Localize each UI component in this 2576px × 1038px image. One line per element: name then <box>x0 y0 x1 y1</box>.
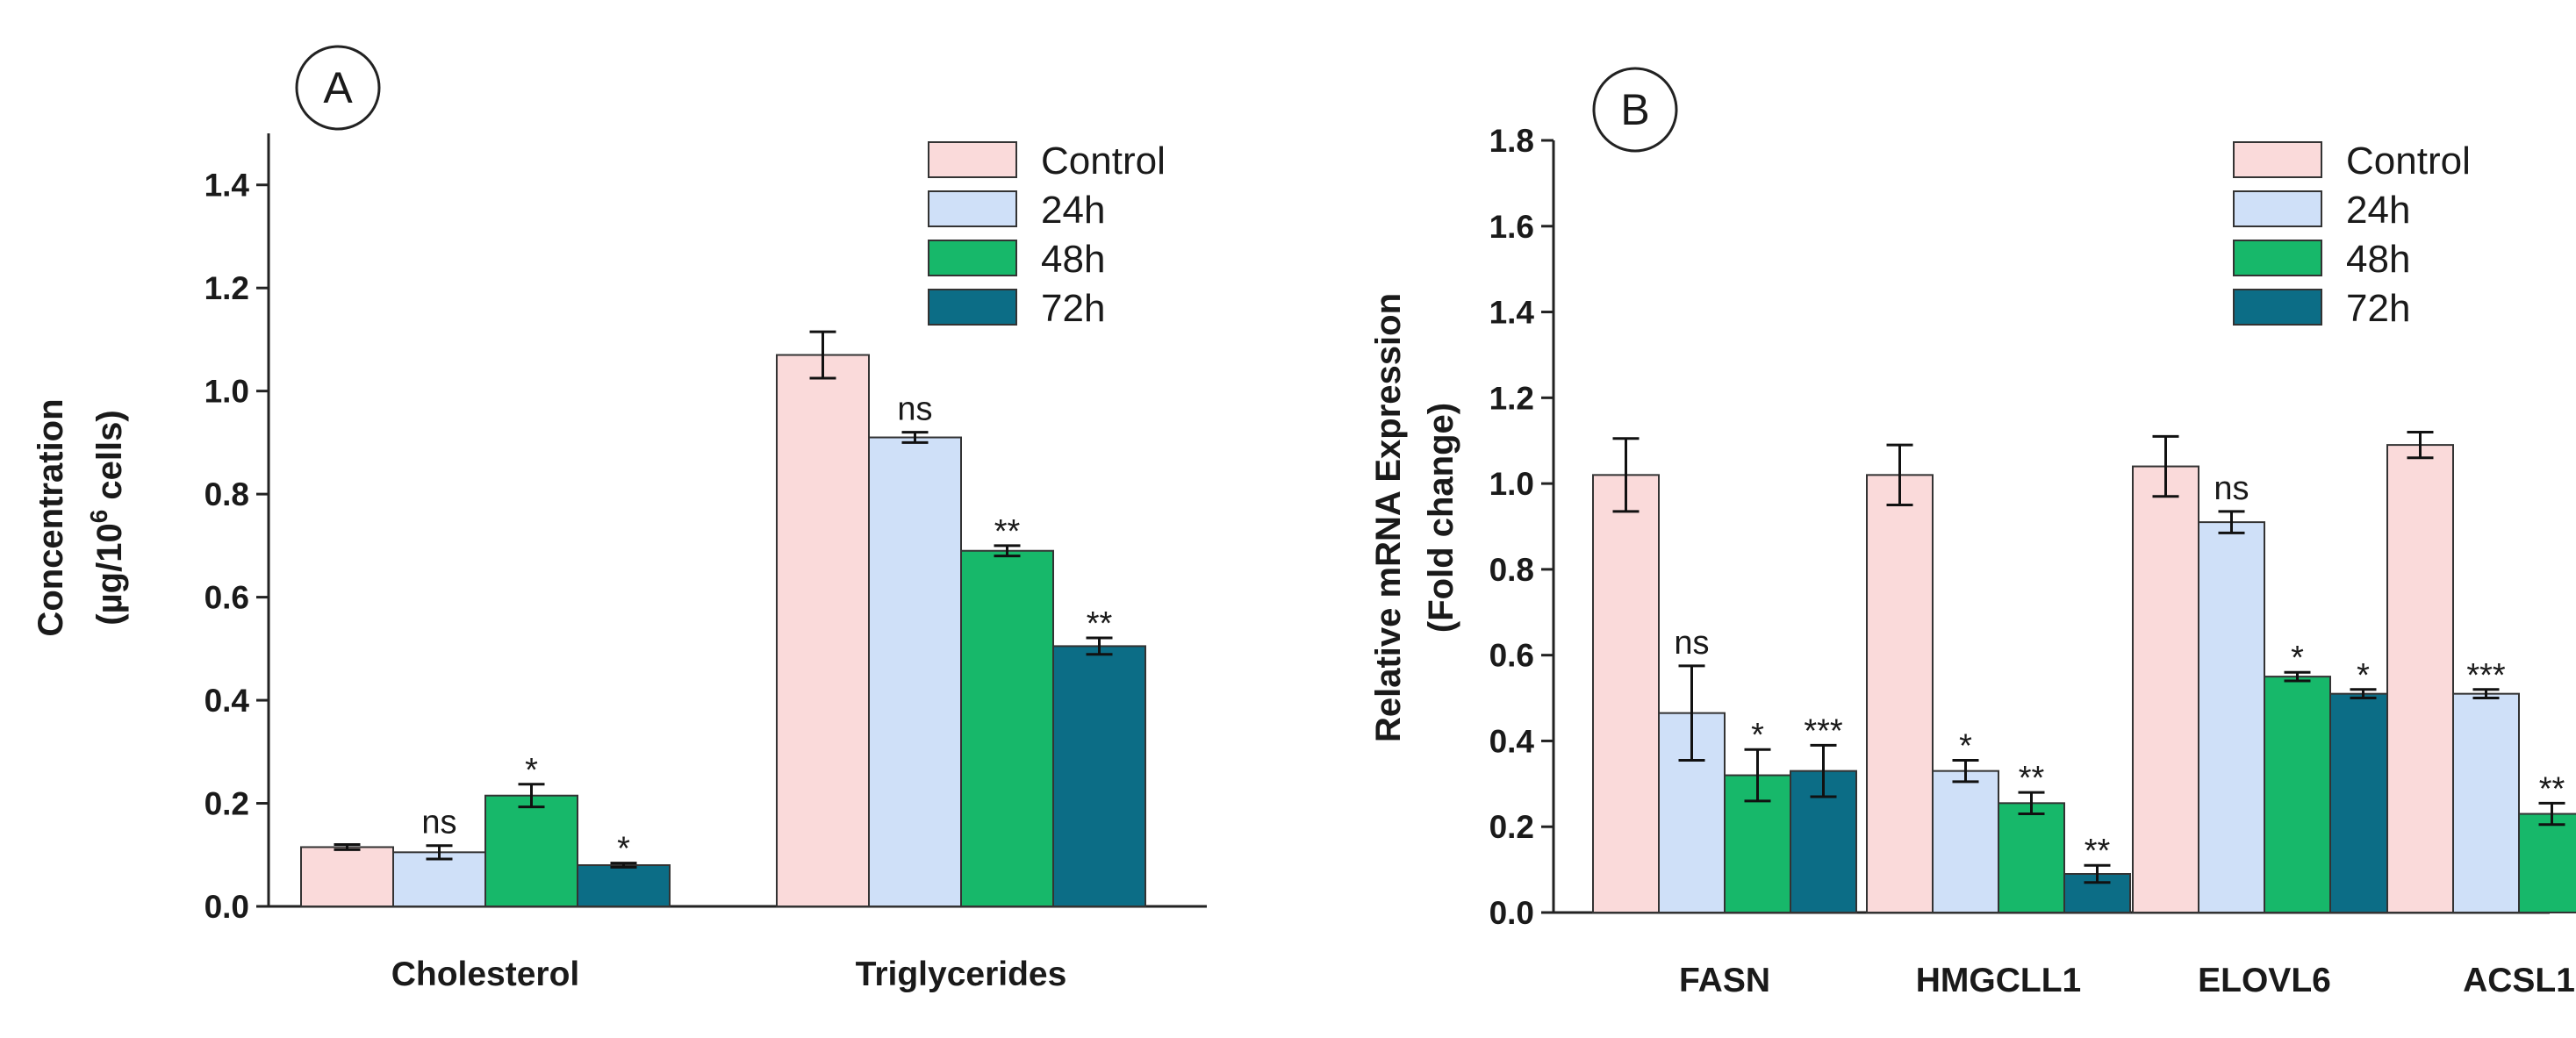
bar-control <box>2386 444 2454 914</box>
y-tick-label: 0.4 <box>205 683 250 719</box>
legend-swatch-72h <box>928 289 1017 326</box>
bar-control <box>1592 474 1660 913</box>
bar-48h <box>960 549 1054 907</box>
panel-letter: B <box>1620 85 1649 134</box>
y-axis-title-part: cells) <box>90 410 129 509</box>
y-tick-label: 1.0 <box>205 374 249 410</box>
legend-swatch-48h <box>2233 240 2322 276</box>
significance-label: ** <box>2539 770 2565 807</box>
y-tick-label: 1.8 <box>1489 123 1534 159</box>
bar-24h <box>2198 521 2265 913</box>
significance-label: ns <box>2214 470 2249 507</box>
significance-label: ns <box>421 805 456 841</box>
significance-label: *** <box>1804 712 1843 749</box>
category-label: ACSL1 <box>2463 962 2575 999</box>
panel-b: 0.0 0.2 0.4 0.6 0.8 1.0 1.2 1.4 1.6 1.8 Relative m… <box>1369 67 2576 999</box>
legend-label: 24h <box>1041 189 1105 232</box>
significance-label: ** <box>2019 760 2045 797</box>
y-axis-title-superscript: 6 <box>85 510 112 524</box>
category-label: HMGCLL1 <box>1916 962 2082 999</box>
legend-label: 72h <box>2346 287 2410 330</box>
y-tick-label: 1.6 <box>1489 209 1534 245</box>
legend-swatch-24h <box>2233 190 2322 227</box>
y-tick-label: 1.2 <box>205 270 249 306</box>
legend-label: 24h <box>2346 189 2410 232</box>
significance-label: * <box>1751 717 1764 754</box>
y-axis-title-part: (µg/10 <box>90 523 129 625</box>
significance-label: ** <box>1087 605 1113 642</box>
panel-letter-circle <box>295 45 381 131</box>
y-tick-label: 1.0 <box>1489 466 1534 502</box>
panel-letter-circle <box>1592 67 1678 153</box>
legend-swatch-72h <box>2233 289 2322 326</box>
bar-control <box>1866 474 1934 913</box>
y-tick-label: 1.4 <box>205 168 250 204</box>
bar-24h <box>392 851 486 908</box>
panel-a: 0.0 0.2 0.4 0.6 0.8 1.0 1.2 1.4 Concentration (µg… <box>32 45 1207 993</box>
bar-48h <box>2518 813 2576 913</box>
legend-label: 48h <box>2346 238 2410 281</box>
significance-label: ** <box>994 513 1021 550</box>
bar-48h <box>2264 676 2331 913</box>
legend-label: Control <box>1041 140 1166 183</box>
y-tick-label: 0.2 <box>1489 809 1534 845</box>
bar-24h <box>1658 712 1726 914</box>
category-label: FASN <box>1679 962 1770 999</box>
legend-label: 72h <box>1041 287 1105 330</box>
bar-24h <box>2452 692 2520 914</box>
significance-label: *** <box>2466 657 2506 694</box>
y-tick-label: 0.8 <box>205 476 249 512</box>
bar-24h <box>868 436 962 907</box>
significance-label: * <box>2357 657 2370 694</box>
y-tick-label: 1.4 <box>1489 295 1535 331</box>
legend-swatch-48h <box>928 240 1017 276</box>
y-tick-label: 0.6 <box>205 580 249 616</box>
significance-label: * <box>525 752 538 789</box>
y-axis-title-line2: (Fold change) <box>1422 403 1460 633</box>
y-tick-label: 1.2 <box>1489 380 1534 416</box>
significance-label: ns <box>1674 625 1709 662</box>
y-axis-title: Concentration <box>32 398 70 636</box>
significance-label: * <box>2291 640 2304 676</box>
y-axis-title: Relative mRNA Expression <box>1369 293 1408 742</box>
category-label: Cholesterol <box>391 956 580 993</box>
bar-24h <box>1932 770 1999 914</box>
bar-48h <box>484 794 578 907</box>
y-tick-label: 0.6 <box>1489 638 1534 674</box>
significance-label: * <box>1959 727 1972 764</box>
panel-letter: A <box>323 63 353 112</box>
y-axis-title-line2: (µg/106 cells) <box>85 410 129 625</box>
significance-label: * <box>617 831 630 868</box>
y-tick-label: 0.0 <box>205 889 249 925</box>
significance-label: ** <box>2084 833 2111 870</box>
legend-swatch-control <box>2233 141 2322 178</box>
y-axis-title-part: (Fold change) <box>1422 403 1460 633</box>
significance-label: ns <box>897 391 932 428</box>
y-tick-label: 0.8 <box>1489 552 1534 588</box>
y-tick-label: 0.0 <box>1489 895 1534 931</box>
category-label: ELOVL6 <box>2198 962 2331 999</box>
bar-control <box>2132 465 2199 913</box>
category-label: Triglycerides <box>856 956 1067 993</box>
bar-48h <box>1998 802 2065 913</box>
legend-swatch-24h <box>928 190 1017 227</box>
bar-72h <box>577 864 671 907</box>
legend-label: Control <box>2346 140 2471 183</box>
y-tick-label: 0.2 <box>205 786 249 822</box>
bar-72h <box>2329 692 2397 914</box>
y-tick-label: 0.4 <box>1489 723 1535 759</box>
bar-control <box>300 846 394 907</box>
legend-swatch-control <box>928 141 1017 178</box>
bar-72h <box>1052 645 1146 907</box>
legend-label: 48h <box>1041 238 1105 281</box>
bar-control <box>776 354 870 907</box>
